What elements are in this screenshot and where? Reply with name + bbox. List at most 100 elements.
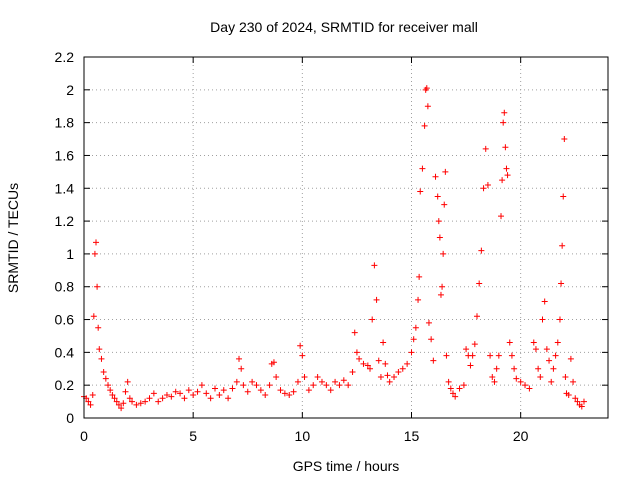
y-tick-label: 1.2 — [55, 213, 75, 229]
data-point — [500, 119, 507, 126]
data-point — [336, 382, 343, 389]
data-point — [356, 355, 363, 362]
data-point — [443, 352, 450, 359]
data-point — [449, 390, 456, 397]
data-point — [305, 387, 312, 394]
data-point — [107, 387, 114, 394]
y-tick-label: 1.8 — [55, 115, 75, 131]
data-point — [277, 387, 284, 394]
data-point — [129, 398, 136, 405]
data-point — [244, 388, 251, 395]
data-point — [225, 395, 232, 402]
data-point — [425, 319, 432, 326]
data-point — [314, 373, 321, 380]
data-point — [580, 398, 587, 405]
data-point — [489, 373, 496, 380]
data-point — [150, 390, 157, 397]
y-tick-label: 1.6 — [55, 147, 75, 163]
data-point — [474, 313, 480, 320]
data-point — [504, 172, 511, 179]
data-point — [532, 346, 539, 353]
data-point — [480, 185, 487, 192]
data-point — [115, 401, 122, 408]
data-point — [198, 382, 205, 389]
y-tick-label: 0.4 — [55, 344, 75, 360]
data-point — [266, 382, 273, 389]
data-point — [437, 291, 444, 298]
data-point — [447, 385, 454, 392]
data-point — [91, 250, 98, 257]
data-point — [493, 365, 500, 372]
data-point — [364, 362, 371, 369]
data-point — [236, 355, 243, 362]
data-point — [163, 392, 170, 399]
y-tick-label: 0 — [66, 410, 74, 426]
data-point — [565, 392, 572, 399]
data-point — [120, 400, 127, 407]
data-point — [290, 388, 297, 395]
data-point — [212, 385, 218, 392]
data-point — [552, 352, 559, 359]
data-point — [297, 342, 304, 349]
data-point — [111, 395, 118, 402]
data-point — [98, 355, 105, 362]
data-point — [412, 324, 419, 331]
data-point — [89, 392, 96, 399]
data-point — [543, 346, 550, 353]
data-point — [508, 352, 515, 359]
data-point — [554, 339, 561, 346]
plot-frame — [83, 56, 609, 419]
data-point — [498, 213, 505, 220]
data-point — [301, 373, 308, 380]
y-tick-label: 1.4 — [55, 180, 75, 196]
y-tick-label: 0.2 — [55, 377, 75, 393]
data-point — [469, 352, 476, 359]
data-point — [558, 280, 565, 287]
data-point — [367, 365, 374, 372]
data-point — [499, 177, 506, 184]
data-point — [90, 313, 97, 320]
data-point — [168, 393, 175, 400]
data-point — [375, 357, 382, 364]
data-point — [340, 377, 347, 384]
data-point — [506, 339, 513, 346]
data-point — [95, 324, 102, 331]
data-point — [495, 352, 502, 359]
data-point — [94, 283, 101, 290]
data-point — [190, 392, 197, 399]
y-tick-label: 1 — [66, 246, 74, 262]
data-point — [482, 145, 489, 152]
data-point — [286, 392, 293, 399]
data-point — [491, 378, 498, 385]
data-point — [424, 103, 431, 110]
data-point — [369, 316, 376, 323]
data-point — [353, 349, 360, 356]
data-point — [526, 385, 533, 392]
data-point — [567, 355, 574, 362]
axis-ticks: 0 0.2 0.4 0.6 0.8 1 1.2 1.4 1.6 1.8 2 2.2 0 5 10 15 20 — [55, 49, 608, 444]
data-point — [484, 181, 491, 188]
data-point — [220, 387, 227, 394]
data-point — [478, 247, 485, 254]
data-point — [323, 382, 330, 389]
data-point — [417, 188, 424, 195]
data-point — [349, 369, 356, 376]
data-point — [572, 395, 579, 402]
grid — [84, 57, 608, 418]
y-axis-label: SRMTID / TECUs — [5, 183, 21, 293]
data-point — [537, 373, 544, 380]
data-point — [502, 144, 509, 151]
data-point — [253, 382, 260, 389]
data-point — [539, 316, 546, 323]
data-point — [513, 375, 520, 382]
data-point — [410, 336, 417, 343]
data-point — [440, 250, 447, 257]
data-point — [546, 357, 553, 364]
y-tick-label: 2 — [66, 82, 74, 98]
data-point — [432, 173, 439, 180]
data-point — [257, 387, 264, 394]
data-point — [441, 201, 448, 208]
data-point — [371, 262, 378, 269]
data-point — [96, 346, 103, 353]
y-tick-label: 0.6 — [55, 312, 75, 328]
